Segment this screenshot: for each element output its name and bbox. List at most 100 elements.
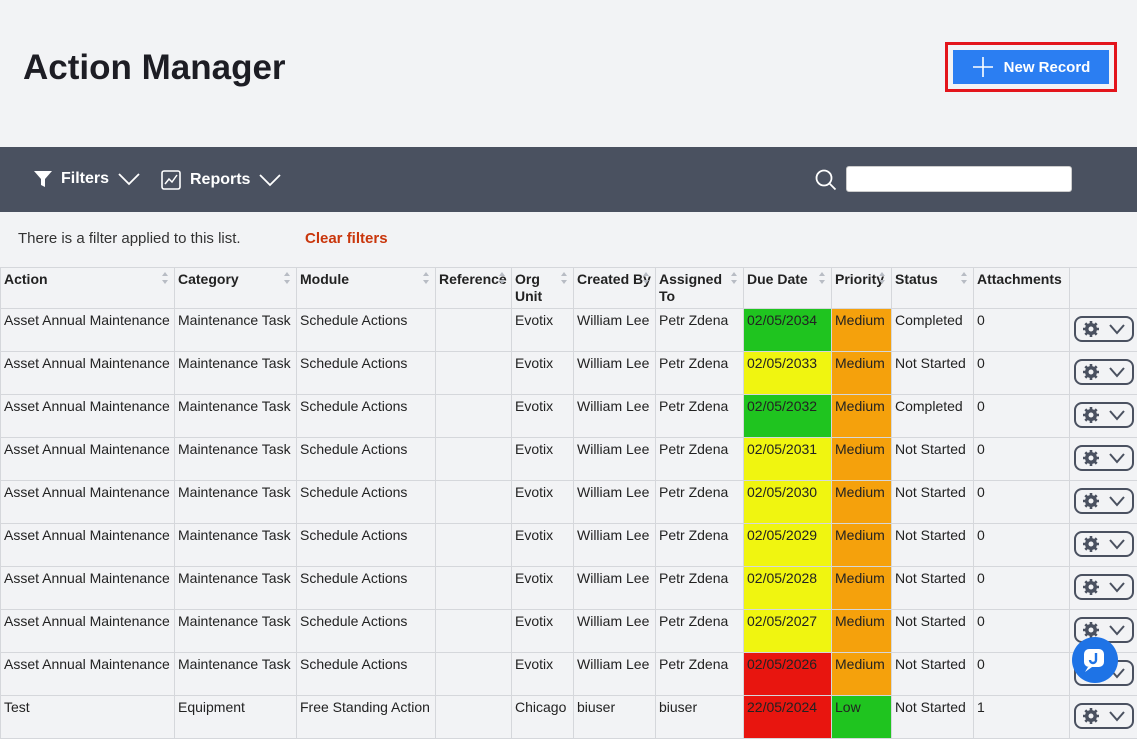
highlight-box: New Record <box>945 42 1117 92</box>
column-header[interactable]: Status <box>892 268 974 309</box>
cell: Medium <box>832 653 892 696</box>
column-header[interactable]: Due Date <box>744 268 832 309</box>
cell: Schedule Actions <box>297 481 436 524</box>
gear-icon <box>1082 492 1100 510</box>
cell: Not Started <box>892 653 974 696</box>
cell: Evotix <box>512 567 574 610</box>
reports-label: Reports <box>190 171 250 189</box>
column-header[interactable]: Category <box>175 268 297 309</box>
column-header[interactable]: Reference <box>436 268 512 309</box>
row-menu-button[interactable] <box>1074 445 1134 471</box>
cell: Maintenance Task <box>175 610 297 653</box>
cell <box>436 395 512 438</box>
help-button[interactable] <box>1071 636 1119 684</box>
chevron <box>1108 624 1126 636</box>
row-menu-button[interactable] <box>1074 488 1134 514</box>
chevron <box>1108 452 1126 464</box>
cell: 02/05/2031 <box>744 438 832 481</box>
cell: Evotix <box>512 653 574 696</box>
row-menu-button[interactable] <box>1074 402 1134 428</box>
sort-icon <box>642 271 650 285</box>
cell <box>436 610 512 653</box>
cell: Petr Zdena <box>656 610 744 653</box>
cell <box>436 309 512 352</box>
sort-icon <box>730 271 738 285</box>
cell: 02/05/2026 <box>744 653 832 696</box>
sort <box>878 271 886 289</box>
cell: Free Standing Action <box>297 696 436 739</box>
cell: Asset Annual Maintenance <box>1 438 175 481</box>
filters-menu[interactable]: Filters <box>33 169 141 189</box>
sort-icon <box>161 271 169 285</box>
cell: Asset Annual Maintenance <box>1 309 175 352</box>
clear-filters-link[interactable]: Clear filters <box>305 230 388 247</box>
reports-menu[interactable]: Reports <box>160 169 282 191</box>
column-header[interactable]: Created By <box>574 268 656 309</box>
new-record-button[interactable]: New Record <box>953 50 1109 84</box>
cell: 22/05/2024 <box>744 696 832 739</box>
cell: Medium <box>832 309 892 352</box>
cell: Petr Zdena <box>656 567 744 610</box>
column-header[interactable]: Priority <box>832 268 892 309</box>
sort <box>422 271 430 289</box>
cell: Chicago <box>512 696 574 739</box>
plus-icon <box>972 56 994 78</box>
cell <box>436 438 512 481</box>
cell: 0 <box>974 567 1070 610</box>
column-label: Module <box>300 271 349 287</box>
cell: Asset Annual Maintenance <box>1 395 175 438</box>
cell: Completed <box>892 395 974 438</box>
row-menu-button[interactable] <box>1074 359 1134 385</box>
cell: Low <box>832 696 892 739</box>
chevron <box>1108 323 1126 335</box>
cell: Asset Annual Maintenance <box>1 524 175 567</box>
cell <box>436 653 512 696</box>
row-menu-button[interactable] <box>1074 531 1134 557</box>
header: Action Manager New Record <box>0 0 1137 147</box>
cell: William Lee <box>574 438 656 481</box>
cell: 02/05/2034 <box>744 309 832 352</box>
cell: Not Started <box>892 696 974 739</box>
cell: Maintenance Task <box>175 653 297 696</box>
cell: Not Started <box>892 438 974 481</box>
column-label: Due Date <box>747 271 808 287</box>
search-input[interactable] <box>846 166 1072 192</box>
column-label: Status <box>895 271 938 287</box>
column-label: Org Unit <box>515 271 542 304</box>
cell: William Lee <box>574 481 656 524</box>
cell: Completed <box>892 309 974 352</box>
cell: Petr Zdena <box>656 653 744 696</box>
cell: 02/05/2028 <box>744 567 832 610</box>
row-menu-button[interactable] <box>1074 316 1134 342</box>
toolbar: Filters Reports <box>0 147 1137 212</box>
cell: Not Started <box>892 481 974 524</box>
cell: biuser <box>656 696 744 739</box>
column-header[interactable]: Action <box>1 268 175 309</box>
sort <box>283 271 291 289</box>
cell: Medium <box>832 438 892 481</box>
reports-icon <box>160 169 182 191</box>
cell: Asset Annual Maintenance <box>1 653 175 696</box>
cell: Petr Zdena <box>656 481 744 524</box>
sort <box>498 271 506 289</box>
row-menu-button[interactable] <box>1074 574 1134 600</box>
cell: 02/05/2032 <box>744 395 832 438</box>
cell: Asset Annual Maintenance <box>1 352 175 395</box>
column-header[interactable]: Module <box>297 268 436 309</box>
sort <box>560 271 568 289</box>
page-title: Action Manager <box>23 48 286 88</box>
cell: Evotix <box>512 610 574 653</box>
column-header[interactable]: Attachments <box>974 268 1070 309</box>
column-label: Created By <box>577 271 651 287</box>
column-header[interactable]: Assigned To <box>656 268 744 309</box>
column-header[interactable]: Org Unit <box>512 268 574 309</box>
row-actions <box>1070 696 1137 739</box>
cell: Medium <box>832 610 892 653</box>
cell: Schedule Actions <box>297 438 436 481</box>
row-menu-button[interactable] <box>1074 703 1134 729</box>
